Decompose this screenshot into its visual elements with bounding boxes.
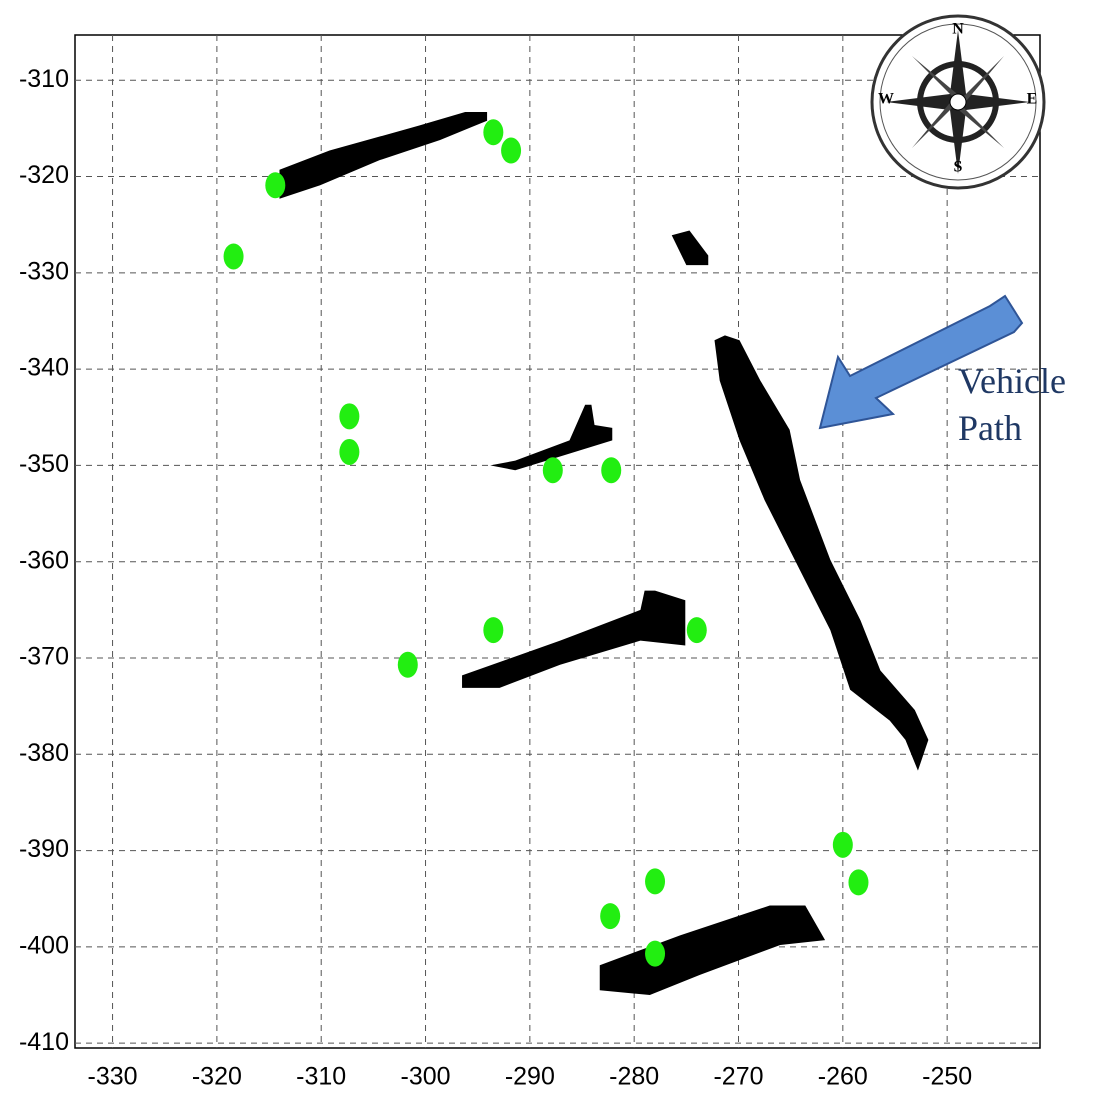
x-tick-label: -310	[296, 1063, 346, 1091]
y-tick-label: -340	[19, 354, 69, 382]
y-tick-label: -330	[19, 257, 69, 285]
point	[339, 439, 359, 465]
y-tick-label: -310	[19, 65, 69, 93]
plot-frame	[75, 35, 1040, 1048]
point	[600, 903, 620, 929]
point	[833, 832, 853, 858]
compass-letter: W	[878, 91, 894, 108]
annotation: Path	[958, 408, 1022, 448]
y-tick-label: -380	[19, 739, 69, 767]
page: {"chart_data": {"type": "scatter", "xlim…	[0, 0, 1096, 1102]
point	[645, 941, 665, 967]
y-tick-label: -320	[19, 161, 69, 189]
point	[645, 868, 665, 894]
point	[501, 138, 521, 164]
y-tick-label: -400	[19, 932, 69, 960]
x-tick-label: -290	[505, 1063, 555, 1091]
point	[339, 403, 359, 429]
x-tick-label: -260	[818, 1063, 868, 1091]
chart: -330 -320 -310 -300 -290 -280 -270 -260 -250 -310…	[0, 0, 1096, 1102]
annotation: Vehicle	[958, 361, 1066, 401]
point	[224, 243, 244, 269]
compass-letter: N	[952, 21, 964, 38]
point	[543, 457, 563, 483]
x-tick-label: -280	[609, 1063, 659, 1091]
compass: N E S W	[872, 16, 1044, 188]
point	[687, 617, 707, 643]
y-tick-label: -360	[19, 546, 69, 574]
x-tick-label: -320	[192, 1063, 242, 1091]
x-tick-label: -270	[713, 1063, 763, 1091]
point	[601, 457, 621, 483]
compass-letter: S	[954, 159, 963, 176]
point	[483, 617, 503, 643]
compass-letter: E	[1027, 91, 1038, 108]
point	[848, 869, 868, 895]
point	[398, 652, 418, 678]
x-tick-label: -250	[922, 1063, 972, 1091]
y-tick-label: -350	[19, 450, 69, 478]
point	[265, 172, 285, 198]
y-tick-label: -370	[19, 643, 69, 671]
x-tick-label: -300	[401, 1063, 451, 1091]
compass-center	[950, 94, 966, 110]
y-tick-label: -410	[19, 1028, 69, 1056]
x-tick-label: -330	[88, 1063, 138, 1091]
y-tick-label: -390	[19, 835, 69, 863]
point	[483, 119, 503, 145]
